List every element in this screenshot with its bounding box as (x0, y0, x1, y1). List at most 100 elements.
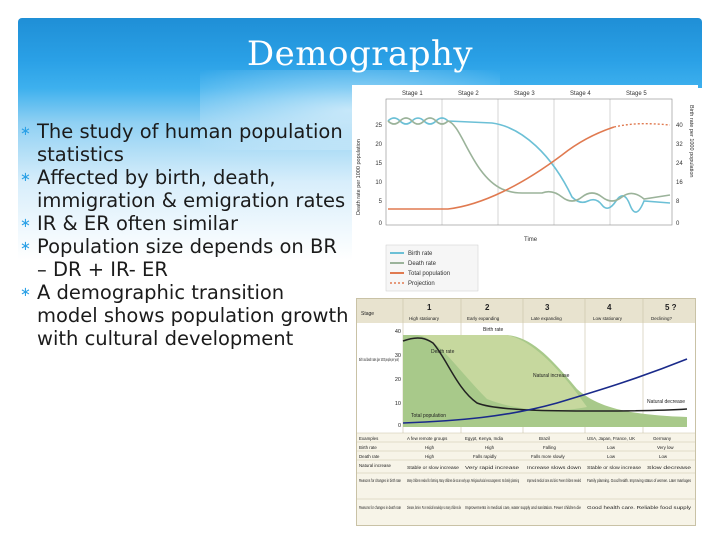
bullet-text: A demographic transition model shows pop… (37, 281, 349, 350)
birth-rate-line (387, 117, 671, 213)
table-cell: USA, Japan, France, UK (587, 436, 635, 441)
table-cell: Stable or slow increase (407, 465, 460, 470)
table-cell: Low (607, 445, 616, 450)
demographic-line-figure: Stage 1 Stage 2 Stage 3 Stage 4 Stage 5 … (352, 85, 698, 295)
y-axis-label: Birth and death rates (per 1000 people p… (359, 357, 399, 362)
total-population-line (388, 126, 615, 210)
right-tick: 40 (676, 123, 683, 129)
table-cell: High (425, 454, 435, 459)
table-cell: Slow decrease (647, 465, 692, 470)
demographic-stage-svg: Stage 1 2 3 4 5 ? High stationary Early … (357, 299, 695, 525)
bullet-text: The study of human population statistics (37, 120, 343, 166)
stage-label: Stage 5 (626, 91, 647, 97)
left-tick: 20 (375, 142, 382, 148)
right-tick: 24 (676, 161, 683, 167)
table-row-head: Reasons for changes in birth rate (359, 478, 401, 483)
stage-name: Declining? (651, 316, 673, 321)
legend-label: Total population (408, 271, 450, 277)
table-cell: Brazil (539, 436, 550, 441)
stage-name: High stationary (409, 316, 440, 321)
bullet-item: ∗ Population size depends on BR – DR + IR… (20, 235, 350, 281)
stage-name: Late expanding (531, 316, 562, 321)
curve-label-total: Total population (411, 413, 446, 419)
stage-label: Stage 4 (570, 91, 591, 97)
stage-table: Examples A few remote groups Egypt, Keny… (357, 432, 695, 525)
legend-label: Birth rate (408, 251, 433, 257)
table-cell: Improved medical care and diet. Fewer ch… (527, 478, 581, 483)
natural-increase-area (417, 335, 587, 411)
slide-title: Demography (246, 34, 474, 74)
right-axis-label: Birth rate per 1000 population (688, 105, 694, 177)
left-tick: 5 (379, 199, 383, 205)
table-row-head: Examples (359, 436, 379, 441)
left-axis-label: Death rate per 1000 population (356, 139, 362, 215)
table-cell: Very low (657, 445, 674, 450)
stage-label: Stage 1 (402, 91, 423, 97)
table-cell: Low (607, 454, 616, 459)
table-background (357, 433, 695, 525)
stage-label: Stage 2 (458, 91, 479, 97)
left-tick: 0 (379, 221, 383, 227)
death-rate-line (387, 117, 671, 202)
right-tick: 0 (676, 221, 680, 227)
stage-label: Stage 3 (514, 91, 535, 97)
right-tick: 8 (676, 199, 680, 205)
table-cell: Low (659, 454, 668, 459)
legend-label: Projection (408, 281, 435, 287)
stage-header-label: Stage (361, 311, 374, 317)
table-cell: Very rapid increase (465, 465, 520, 470)
bullet-marker-icon: ∗ (20, 239, 31, 254)
stage-name: Low stationary (593, 316, 623, 321)
right-tick: 32 (676, 142, 683, 148)
bullet-item: ∗ The study of human population statistic… (20, 120, 350, 166)
table-cell: Disease, famine. Poor medical knowledge … (407, 505, 461, 510)
bullet-text: IR & ER often similar (37, 212, 238, 235)
table-cell: Falls more slowly (531, 454, 565, 459)
left-tick: 15 (375, 161, 382, 167)
table-cell: Many children needed for farming. Many c… (407, 478, 519, 483)
total-population-line (402, 358, 688, 424)
stage-dividers (441, 99, 611, 225)
left-tick: 10 (375, 180, 382, 186)
table-row-head: Birth rate (359, 445, 377, 450)
legend-label: Death rate (408, 261, 437, 267)
table-cell: Germany (653, 436, 672, 441)
table-cell: Falling (543, 445, 556, 450)
table-row-head: Reasons for changes in death rate (359, 505, 401, 510)
y-tick: 20 (395, 377, 401, 383)
table-cell: High (485, 445, 495, 450)
legend: Birth rate Death rate Total population P… (385, 244, 479, 292)
right-tick: 16 (676, 180, 683, 186)
table-row-head: Natural increase (359, 463, 392, 468)
y-tick: 40 (395, 329, 401, 335)
curve-label-increase: Natural increase (533, 373, 570, 379)
left-tick: 25 (375, 123, 382, 129)
banner-gradient (18, 88, 358, 518)
y-tick: 10 (395, 401, 401, 407)
demographic-stage-figure: Stage 1 2 3 4 5 ? High stationary Early … (356, 298, 696, 526)
curve-label-birth: Birth rate (483, 327, 504, 333)
stage-header (357, 299, 695, 323)
bullet-text: Affected by birth, death, immigration & … (37, 166, 346, 212)
table-cell: Egypt, Kenya, India (465, 436, 504, 441)
curve-label-decrease: Natural decrease (647, 399, 685, 405)
death-rate-line (402, 337, 688, 412)
table-cell: A few remote groups (407, 436, 448, 441)
bullet-item: ∗ Affected by birth, death, immigration &… (20, 166, 350, 212)
curve-label-death: Death rate (431, 349, 455, 355)
bullet-marker-icon: ∗ (20, 124, 31, 139)
y-tick: 0 (398, 423, 401, 429)
stage-name: Early expanding (467, 316, 500, 321)
bullet-marker-icon: ∗ (20, 285, 31, 300)
bullet-marker-icon: ∗ (20, 216, 31, 231)
stage-number: 5 ? (665, 303, 677, 312)
stage-number: 2 (485, 303, 490, 312)
bullet-text: Population size depends on BR – DR + IR-… (37, 235, 337, 281)
table-row-dividers (357, 432, 695, 500)
bullet-marker-icon: ∗ (20, 170, 31, 185)
bullet-list: ∗ The study of human population statistic… (20, 120, 350, 350)
table-cell: Stable or slow increase (587, 465, 642, 470)
demographic-line-svg: Stage 1 Stage 2 Stage 3 Stage 4 Stage 5 … (356, 91, 694, 292)
projection-line (613, 122, 671, 128)
bullet-item: ∗ A demographic transition model shows po… (20, 281, 350, 350)
